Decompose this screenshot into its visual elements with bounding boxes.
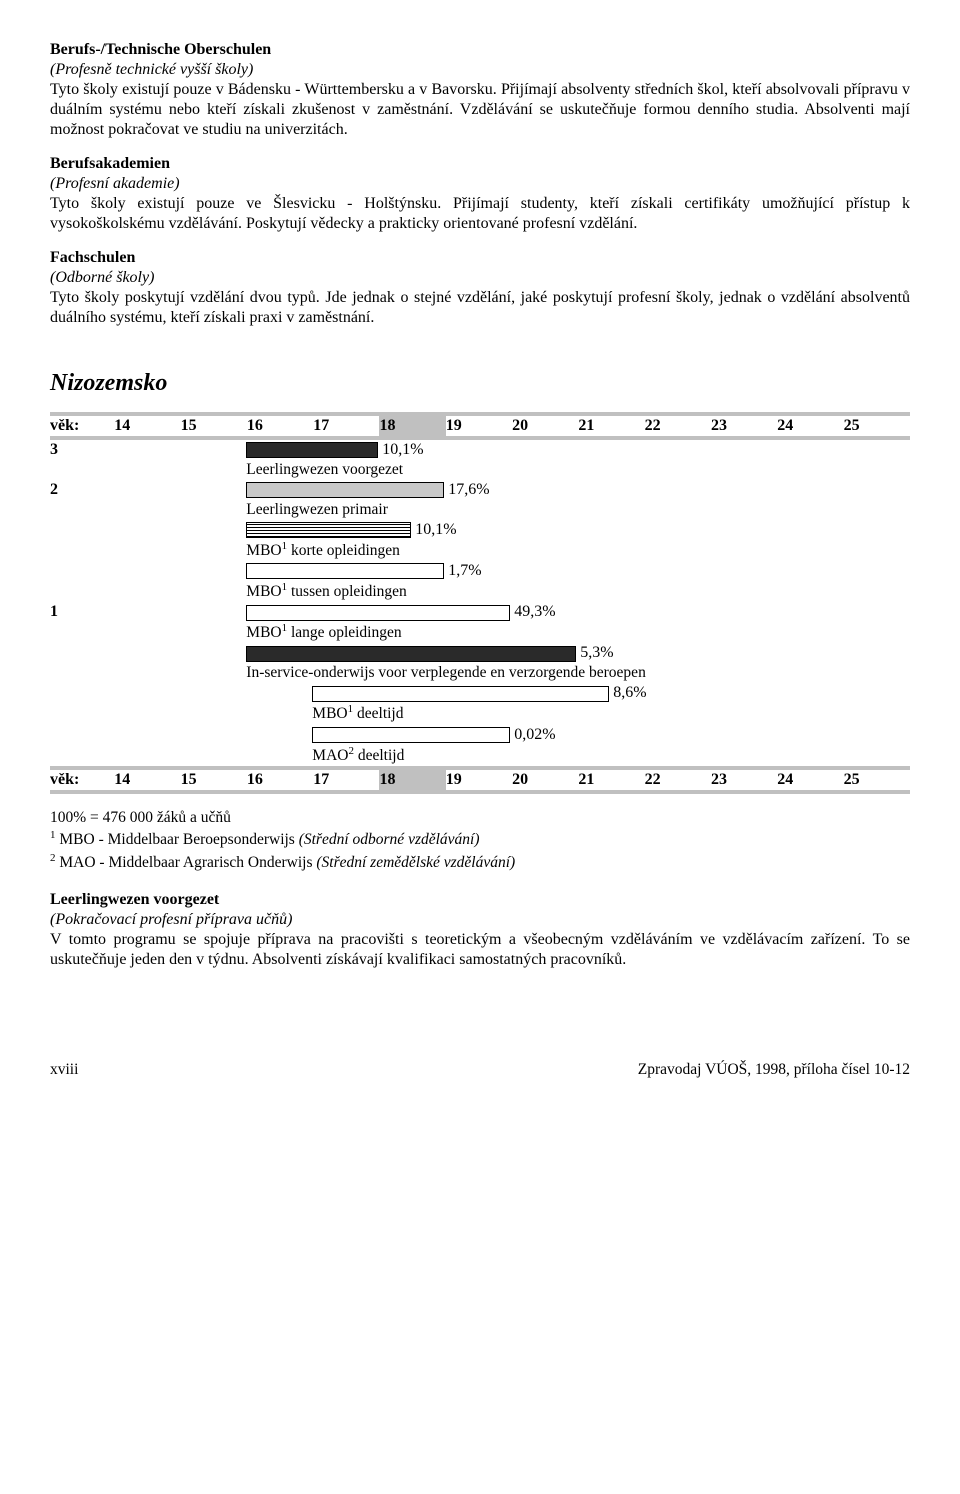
footer-right: Zpravodaj VÚOŠ, 1998, příloha čísel 10-1…	[638, 1060, 910, 1079]
age-22: 22	[645, 414, 711, 438]
chart-row8: 0,02%	[50, 725, 910, 745]
section-2-body: Tyto školy existují pouze ve Šlesvicku -…	[50, 194, 910, 234]
caption-row4: MBO1 tussen opleidingen	[246, 581, 407, 602]
age-21: 21	[578, 414, 644, 438]
chart-table: věk: 14 15 16 17 18 19 20 21 22 23 24 25…	[50, 412, 910, 794]
desc-sub: (Pokračovací profesní příprava učňů)	[50, 910, 910, 930]
pct-row5: 49,3%	[510, 603, 555, 620]
bar-row3	[246, 522, 411, 538]
age-14: 14	[114, 414, 180, 438]
section-3-title: Fachschulen	[50, 248, 910, 268]
section-1: Berufs-/Technische Oberschulen (Profesně…	[50, 40, 910, 140]
chart-row6: 5,3%	[50, 643, 910, 663]
pct-row7: 8,6%	[609, 684, 646, 701]
bar-row7	[312, 686, 609, 702]
section-3-sub: (Odborné školy)	[50, 268, 910, 288]
level-row4	[50, 561, 114, 581]
chart-row5: 1 49,3%	[50, 602, 910, 622]
age-16: 16	[247, 414, 313, 438]
footnote-mbo: 1 MBO - Middelbaar Beroepsonderwijs (Stř…	[50, 829, 910, 850]
age-19: 19	[446, 414, 512, 438]
desc-body: V tomto programu se spojuje příprava na …	[50, 930, 910, 970]
footnote-mao: 2 MAO - Middelbaar Agrarisch Onderwijs (…	[50, 852, 910, 873]
footer-left: xviii	[50, 1060, 78, 1079]
age-23: 23	[711, 414, 777, 438]
section-2-title: Berufsakademien	[50, 154, 910, 174]
section-1-body: Tyto školy existují pouze v Bádensku - W…	[50, 80, 910, 140]
page-footer: xviii Zpravodaj VÚOŠ, 1998, příloha číse…	[50, 1060, 910, 1079]
age-17: 17	[313, 414, 379, 438]
age-row-top: věk: 14 15 16 17 18 19 20 21 22 23 24 25	[50, 414, 910, 438]
level-row7	[50, 683, 114, 703]
chart-row1: 3 10,1%	[50, 438, 910, 460]
level-row8	[50, 725, 114, 745]
bar-row8	[312, 727, 510, 743]
level-row6	[50, 643, 114, 663]
pct-row2: 17,6%	[444, 481, 489, 498]
level-row3	[50, 520, 114, 540]
section-3-body: Tyto školy poskytují vzdělání dvou typů.…	[50, 288, 910, 328]
desc-title: Leerlingwezen voorgezet	[50, 890, 910, 910]
age-18: 18	[379, 414, 445, 438]
section-2-sub: (Profesní akademie)	[50, 174, 910, 194]
bar-row6	[246, 646, 576, 662]
age-label-bottom: věk:	[50, 768, 114, 792]
chart-row2: 2 17,6%	[50, 480, 910, 500]
bar-row5	[246, 605, 510, 621]
age-row-bottom: věk: 14 15 16 17 18 19 20 21 22 23 24 25	[50, 768, 910, 792]
pct-row4: 1,7%	[444, 562, 481, 579]
chart-row4: 1,7%	[50, 561, 910, 581]
bar-row1	[246, 442, 378, 458]
pct-row1: 10,1%	[378, 441, 423, 458]
country-heading: Nizozemsko	[50, 368, 910, 398]
level-row5: 1	[50, 602, 114, 622]
bar-row4	[246, 563, 444, 579]
bar-row2	[246, 482, 444, 498]
footnote-100pct: 100% = 476 000 žáků a učňů	[50, 808, 910, 827]
section-1-sub: (Profesně technické vyšší školy)	[50, 60, 910, 80]
level-row1: 3	[50, 438, 114, 460]
age-24: 24	[777, 414, 843, 438]
age-label-top: věk:	[50, 414, 114, 438]
caption-row1: Leerlingwezen voorgezet	[246, 460, 403, 479]
age-20: 20	[512, 414, 578, 438]
description-section: Leerlingwezen voorgezet (Pokračovací pro…	[50, 890, 910, 970]
footnotes: 100% = 476 000 žáků a učňů 1 MBO - Midde…	[50, 808, 910, 872]
caption-row3: MBO1 korte opleidingen	[246, 540, 400, 561]
section-3: Fachschulen (Odborné školy) Tyto školy p…	[50, 248, 910, 328]
pct-row8: 0,02%	[510, 726, 555, 743]
caption-row7: MBO1 deeltijd	[312, 703, 403, 724]
age-15: 15	[181, 414, 247, 438]
section-2: Berufsakademien (Profesní akademie) Tyto…	[50, 154, 910, 234]
pct-row6: 5,3%	[576, 644, 613, 661]
age-25: 25	[844, 414, 910, 438]
caption-row8: MAO2 deeltijd	[312, 745, 404, 766]
caption-row6: In-service-onderwijs voor verplegende en…	[246, 663, 646, 682]
level-row2: 2	[50, 480, 114, 500]
section-1-title: Berufs-/Technische Oberschulen	[50, 40, 910, 60]
chart-row7: 8,6%	[50, 683, 910, 703]
chart-row3: 10,1%	[50, 520, 910, 540]
caption-row5: MBO1 lange opleidingen	[246, 622, 401, 643]
pct-row3: 10,1%	[411, 521, 456, 538]
caption-row2: Leerlingwezen primair	[246, 500, 388, 519]
